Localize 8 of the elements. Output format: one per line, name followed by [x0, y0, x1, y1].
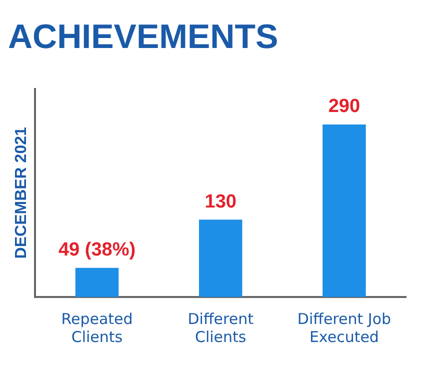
- chart-title: ACHIEVEMENTS: [8, 18, 278, 56]
- y-axis-title: DECEMBER 2021: [13, 127, 30, 259]
- data-label: 130: [204, 191, 236, 212]
- data-label: 290: [328, 96, 360, 118]
- x-tick-label: Repeated Clients: [61, 310, 133, 346]
- data-label: 49 (38%): [58, 240, 136, 261]
- x-tick-label: Different Job Executed: [297, 310, 392, 346]
- x-tick-label: Different Clients: [188, 310, 254, 346]
